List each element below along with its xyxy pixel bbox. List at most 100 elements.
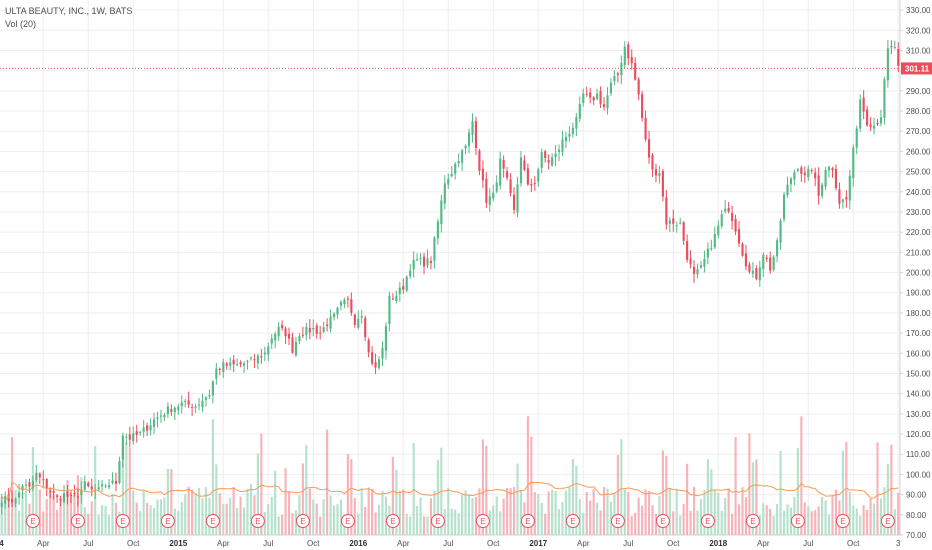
candle-body[interactable] [848,175,851,201]
candle-body[interactable] [893,46,896,48]
candle-body[interactable] [146,425,149,431]
candle-body[interactable] [346,298,349,300]
candle-body[interactable] [696,269,699,275]
earnings-marker[interactable] [25,514,40,528]
candle-body[interactable] [111,480,114,484]
candle-body[interactable] [73,492,76,495]
candle-body[interactable] [758,267,761,281]
candle-body[interactable] [547,159,550,163]
candle-body[interactable] [596,93,599,100]
candle-body[interactable] [744,253,748,267]
candle-body[interactable] [156,417,159,419]
candle-body[interactable] [845,196,848,200]
candle-body[interactable] [855,128,858,148]
candle-body[interactable] [634,62,637,80]
candle-body[interactable] [433,237,436,261]
candle-body[interactable] [564,136,568,142]
candle-body[interactable] [471,121,474,135]
candle-body[interactable] [0,502,3,507]
earnings-marker[interactable] [610,514,625,528]
candle-body[interactable] [353,314,356,325]
candle-body[interactable] [509,179,512,194]
candle-body[interactable] [814,172,817,179]
candle-body[interactable] [450,173,453,177]
candle-body[interactable] [692,267,696,274]
earnings-marker[interactable] [700,514,715,528]
candle-body[interactable] [104,485,107,487]
candle-body[interactable] [817,175,820,196]
candle-body[interactable] [360,316,363,318]
candle-body[interactable] [166,406,169,414]
candle-body[interactable] [229,362,232,366]
candle-body[interactable] [571,127,574,134]
candle-body[interactable] [422,256,426,267]
candle-body[interactable] [578,104,581,119]
candle-body[interactable] [585,93,588,95]
candle-body[interactable] [661,170,664,197]
candle-body[interactable] [239,362,242,365]
candle-body[interactable] [869,124,872,128]
candle-body[interactable] [301,334,304,336]
candle-body[interactable] [748,264,751,272]
candle-body[interactable] [644,117,647,140]
candle-body[interactable] [384,326,388,351]
candle-body[interactable] [544,151,547,159]
candle-body[interactable] [720,214,723,227]
candle-body[interactable] [426,258,429,266]
candle-body[interactable] [416,259,419,261]
candle-body[interactable] [582,93,585,103]
candle-body[interactable] [782,194,786,220]
candle-body[interactable] [706,248,709,258]
candle-body[interactable] [776,240,779,257]
candle-body[interactable] [772,256,775,270]
candle-body[interactable] [163,414,166,418]
candle-body[interactable] [731,213,734,221]
candle-body[interactable] [184,400,187,402]
candle-body[interactable] [274,333,277,341]
candle-body[interactable] [755,268,758,280]
candle-body[interactable] [557,149,561,153]
candle-body[interactable] [568,133,571,137]
candle-body[interactable] [381,347,384,359]
candle-body[interactable] [703,258,706,267]
candle-body[interactable] [630,57,633,64]
candle-body[interactable] [59,498,62,501]
candle-body[interactable] [876,123,879,125]
candle-body[interactable] [575,117,578,129]
candle-body[interactable] [800,167,803,174]
candle-body[interactable] [177,406,180,411]
candle-body[interactable] [377,359,381,368]
candle-body[interactable] [101,484,104,487]
candle-body[interactable] [890,46,893,48]
candle-body[interactable] [87,482,90,487]
candle-body[interactable] [56,495,59,498]
candle-body[interactable] [713,234,716,248]
candle-body[interactable] [225,363,228,366]
candle-body[interactable] [319,332,322,334]
candle-body[interactable] [187,400,190,405]
candle-body[interactable] [419,258,422,260]
candle-body[interactable] [872,125,876,129]
candle-body[interactable] [506,171,509,178]
earnings-marker[interactable] [385,514,400,528]
earnings-marker[interactable] [295,514,310,528]
earnings-marker[interactable] [655,514,670,528]
candle-body[interactable] [512,194,516,210]
candle-body[interactable] [886,48,889,81]
candle-body[interactable] [859,99,862,129]
candle-body[interactable] [526,168,529,185]
candle-body[interactable] [242,363,246,366]
candle-body[interactable] [364,317,367,338]
candle-body[interactable] [834,169,838,189]
candle-body[interactable] [121,435,124,460]
candle-body[interactable] [298,335,301,342]
candle-body[interactable] [308,327,311,333]
candle-body[interactable] [841,199,844,203]
candle-body[interactable] [125,436,128,438]
candle-body[interactable] [665,197,668,225]
candle-body[interactable] [97,487,100,490]
candle-body[interactable] [218,368,221,370]
candle-body[interactable] [62,493,66,502]
candle-body[interactable] [284,328,287,337]
candle-body[interactable] [204,397,208,400]
